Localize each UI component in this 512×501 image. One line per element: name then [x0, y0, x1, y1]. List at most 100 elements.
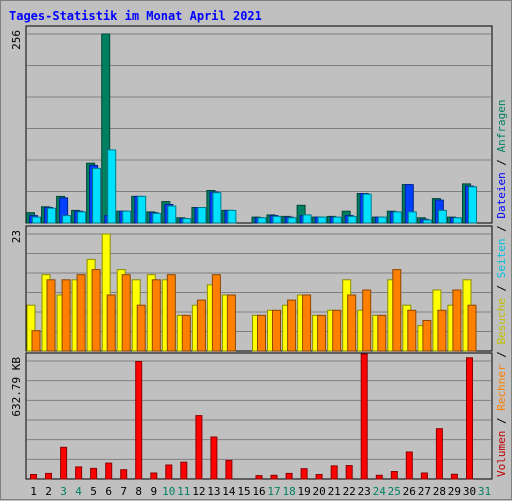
- legend-entry-besuche: Besuche: [495, 298, 508, 344]
- bar-volumen-day-4: [75, 466, 83, 480]
- x-tick-day-15: 15: [237, 485, 250, 498]
- bar-rechner-day-18: [287, 299, 297, 352]
- legend-entry-rechner: Rechner: [495, 364, 508, 411]
- bar-seiten-day-6: [107, 149, 117, 224]
- bar-rechner-day-11: [181, 314, 191, 352]
- bar-seiten-day-18: [287, 217, 297, 224]
- x-tick-day-22: 22: [343, 485, 356, 498]
- bar-rechner-day-14: [226, 294, 236, 352]
- bar-rechner-day-13: [211, 274, 221, 352]
- bar-rechner-day-6: [106, 294, 116, 352]
- bar-rechner-day-24: [377, 314, 387, 352]
- y-max-label: 256: [10, 30, 23, 50]
- bar-volumen-day-26: [405, 451, 413, 480]
- bar-volumen-day-21: [330, 465, 338, 480]
- x-tick-day-18: 18: [282, 485, 295, 498]
- bar-seiten-day-25: [392, 211, 402, 224]
- bar-seiten-day-12: [197, 207, 207, 224]
- bar-seiten-day-5: [92, 167, 102, 224]
- bar-besuche-day-6: [101, 233, 111, 352]
- bar-seiten-day-19: [302, 214, 312, 224]
- legend-separator: /: [495, 152, 508, 172]
- x-tick-day-5: 5: [90, 485, 97, 498]
- bar-seiten-day-1: [32, 216, 41, 224]
- bar-seiten-day-27: [422, 219, 432, 224]
- bar-volumen-day-12: [195, 415, 203, 480]
- bar-seiten-day-16: [257, 217, 267, 224]
- bar-volumen-day-19: [300, 468, 308, 480]
- bar-rechner-day-8: [136, 304, 146, 352]
- bar-seiten-day-17: [272, 215, 282, 224]
- x-tick-day-19: 19: [297, 485, 310, 498]
- bar-volumen-day-24: [375, 474, 383, 480]
- bar-rechner-day-26: [407, 309, 417, 352]
- bar-rechner-day-22: [347, 294, 357, 352]
- bar-seiten-day-21: [332, 216, 342, 224]
- x-tick-day-27: 27: [418, 485, 431, 498]
- bar-rechner-day-19: [302, 294, 312, 352]
- legend-entry-anfragen: Anfragen: [495, 99, 508, 152]
- bar-seiten-day-22: [347, 215, 357, 224]
- bar-volumen-day-20: [315, 474, 323, 480]
- bar-volumen-day-2: [45, 472, 52, 480]
- bar-volumen-day-30: [466, 357, 473, 480]
- legend-separator: /: [495, 278, 508, 298]
- x-tick-day-28: 28: [433, 485, 446, 498]
- bar-volumen-day-14: [225, 459, 233, 480]
- chart-panels: 256 23 632.79 KB: [10, 25, 493, 480]
- x-tick-day-7: 7: [120, 485, 127, 498]
- x-tick-day-31: 31: [478, 485, 491, 498]
- x-tick-day-13: 13: [207, 485, 220, 498]
- x-tick-day-29: 29: [448, 485, 461, 498]
- x-tick-day-9: 9: [150, 485, 157, 498]
- bar-rechner-day-5: [91, 269, 101, 352]
- x-tick-day-20: 20: [312, 485, 325, 498]
- panel-middle: 23: [10, 225, 493, 352]
- bar-volumen-day-23: [360, 353, 368, 480]
- bar-volumen-day-29: [450, 473, 458, 480]
- x-tick-day-10: 10: [162, 485, 175, 498]
- bar-seiten-day-29: [452, 217, 462, 224]
- bar-volumen-day-25: [390, 471, 398, 480]
- bar-volumen-day-18: [285, 472, 293, 480]
- bar-volumen-day-28: [435, 428, 443, 480]
- legend-separator: /: [495, 411, 508, 431]
- x-tick-day-3: 3: [60, 485, 67, 498]
- bar-rechner-day-4: [76, 274, 86, 352]
- bar-rechner-day-21: [332, 309, 342, 352]
- bar-seiten-day-26: [407, 211, 417, 224]
- bar-seiten-day-20: [317, 216, 327, 224]
- legend-entry-dateien: Dateien: [495, 172, 508, 218]
- legend-separator: /: [495, 345, 508, 365]
- bar-volumen-day-8: [135, 361, 143, 480]
- bar-rechner-day-23: [362, 289, 372, 352]
- bar-seiten-day-10: [167, 205, 177, 224]
- bar-seiten-day-11: [182, 218, 192, 224]
- bar-volumen-day-10: [165, 464, 173, 480]
- bar-seiten-day-30: [468, 186, 477, 224]
- bar-rechner-day-25: [392, 269, 402, 352]
- bar-seiten-day-4: [77, 211, 87, 224]
- x-tick-day-6: 6: [105, 485, 112, 498]
- bar-seiten-day-24: [377, 216, 387, 224]
- bar-volumen-day-5: [90, 467, 98, 480]
- x-tick-day-23: 23: [358, 485, 371, 498]
- bar-rechner-day-3: [61, 279, 71, 352]
- x-tick-day-21: 21: [328, 485, 341, 498]
- x-tick-day-8: 8: [135, 485, 142, 498]
- bar-volumen-day-6: [105, 462, 113, 480]
- x-tick-day-24: 24: [373, 485, 387, 498]
- bar-volumen-day-22: [345, 465, 353, 480]
- x-tick-day-2: 2: [45, 485, 52, 498]
- panel-top: 256: [10, 25, 493, 224]
- bar-volumen-day-11: [180, 461, 188, 480]
- bar-rechner-day-2: [46, 279, 56, 352]
- y-max-label: 632.79 KB: [10, 357, 23, 417]
- bar-volumen-day-13: [210, 436, 218, 480]
- bar-rechner-day-10: [166, 274, 176, 352]
- x-tick-day-26: 26: [403, 485, 416, 498]
- x-tick-day-11: 11: [177, 485, 190, 498]
- bar-rechner-day-20: [317, 314, 327, 352]
- bar-rechner-day-29: [452, 289, 462, 352]
